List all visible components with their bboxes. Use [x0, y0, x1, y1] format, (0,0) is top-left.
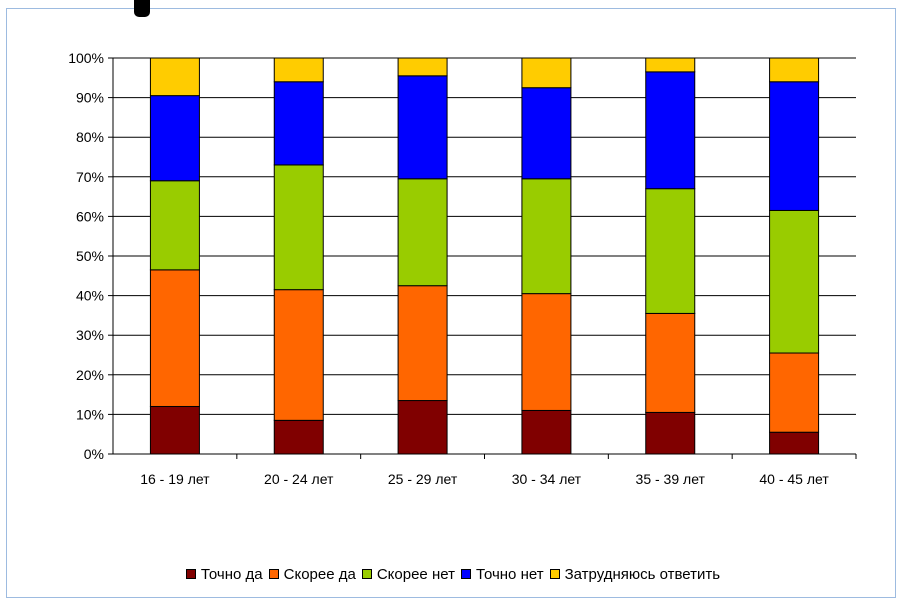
y-tick-label: 0%	[84, 446, 104, 462]
bar-segment	[769, 352, 820, 433]
legend-label: Точно да	[200, 566, 263, 583]
y-tick-label: 40%	[76, 288, 104, 304]
legend-label: Скорее нет	[376, 566, 455, 583]
legend-item: Скорее да	[268, 566, 356, 583]
bar-segment	[397, 285, 448, 402]
legend-swatch	[185, 569, 196, 579]
bar-segment	[521, 87, 572, 180]
legend-swatch	[361, 569, 372, 579]
y-tick-label: 30%	[76, 327, 104, 343]
title-fragment	[134, 0, 150, 17]
bar-segment	[645, 411, 696, 455]
y-tick-label: 80%	[76, 129, 104, 145]
bar-segment	[149, 405, 200, 455]
legend-label: Затрудняюсь ответить	[564, 566, 721, 583]
bar-segment	[521, 178, 572, 295]
bar-segment	[521, 293, 572, 411]
axes	[108, 57, 857, 459]
bar-segment	[645, 188, 696, 314]
legend-item: Скорее нет	[361, 566, 455, 583]
legend: Точно да Скорее да Скорее нет Точно нет Затр…	[0, 566, 906, 583]
bar-segment	[769, 431, 820, 455]
y-tick-label: 60%	[76, 208, 104, 224]
bar-segment	[645, 71, 696, 190]
bar-segment	[521, 57, 572, 89]
y-tick-label: 70%	[76, 169, 104, 185]
y-tick-label: 90%	[76, 90, 104, 106]
bar-segment	[273, 164, 324, 291]
gridlines	[113, 57, 856, 455]
bar-segment	[149, 95, 200, 182]
bar-segment	[769, 209, 820, 354]
x-tick-label: 35 - 39 лет	[636, 471, 706, 487]
bar-segment	[149, 180, 200, 271]
bar-segment	[645, 57, 696, 73]
x-tick-label: 25 - 29 лет	[388, 471, 458, 487]
y-tick-label: 20%	[76, 367, 104, 383]
bar-segment	[769, 57, 820, 83]
bar-segment	[769, 81, 820, 211]
legend-label: Точно нет	[475, 566, 544, 583]
legend-swatch	[549, 569, 560, 579]
bar-segment	[149, 57, 200, 97]
x-tick-label: 20 - 24 лет	[264, 471, 334, 487]
x-tick-label: 30 - 34 лет	[512, 471, 582, 487]
bar-segment	[273, 419, 324, 455]
bar-segment	[397, 178, 448, 287]
legend-item: Точно да	[185, 566, 263, 583]
bar-segment	[397, 57, 448, 77]
y-tick-label: 100%	[68, 50, 104, 66]
y-tick-label: 10%	[76, 406, 104, 422]
bar-segment	[273, 81, 324, 166]
x-tick-label: 40 - 45 лет	[759, 471, 829, 487]
bar-segment	[397, 75, 448, 180]
bar-segment	[645, 312, 696, 413]
legend-swatch	[460, 569, 471, 579]
bar-segment	[273, 57, 324, 83]
bar-segment	[397, 400, 448, 455]
legend-item: Точно нет	[460, 566, 544, 583]
x-tick-label: 16 - 19 лет	[140, 471, 210, 487]
legend-swatch	[268, 569, 279, 579]
bar-segment	[273, 289, 324, 421]
y-tick-label: 50%	[76, 248, 104, 264]
bar-segment	[521, 409, 572, 455]
y-tick-labels: 0% 10% 20% 30% 40% 50% 60% 70% 80% 90% 100%	[68, 50, 104, 462]
bar-segment	[149, 269, 200, 407]
legend-item: Затрудняюсь ответить	[549, 566, 721, 583]
legend-label: Скорее да	[283, 566, 356, 583]
x-tick-labels: 16 - 19 лет 20 - 24 лет 25 - 29 лет 30 - 34…	[140, 471, 829, 487]
bars	[149, 57, 820, 455]
